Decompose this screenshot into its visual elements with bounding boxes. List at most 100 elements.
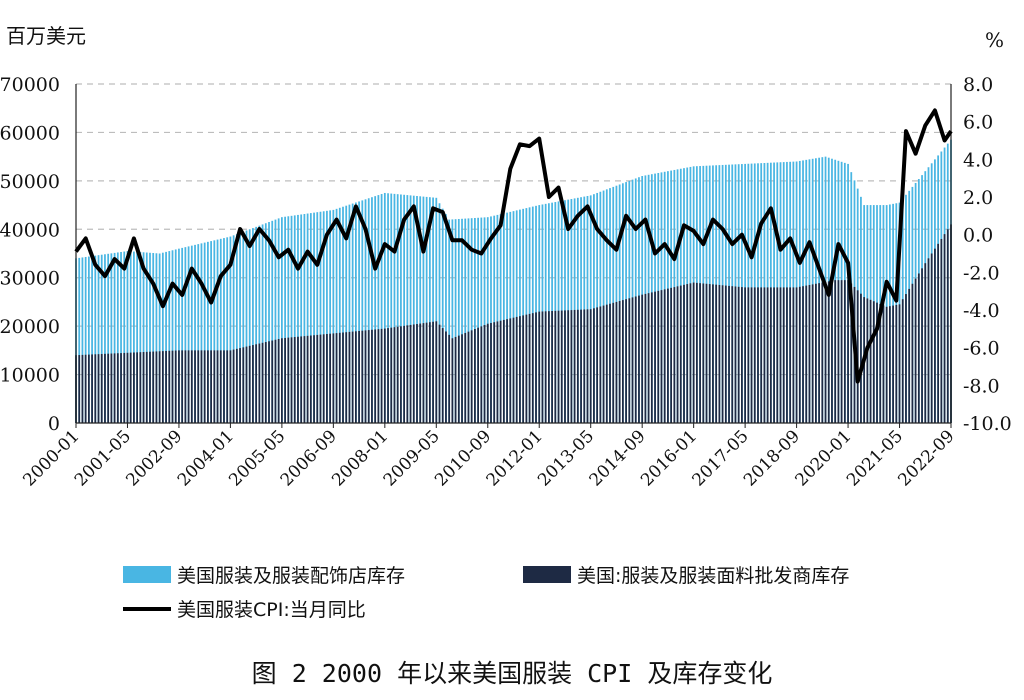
bar-store-inventory: [438, 203, 441, 423]
bar-wholesaler-inventory: [242, 347, 245, 423]
bar-wholesaler-inventory: [911, 283, 914, 423]
right-axis-ticks: -10.0 -8.0 -6.0 -4.0 -2.0 0.0 2.0 4.0 6.0 8.0: [963, 74, 1012, 435]
left-axis-tick-label: 60000: [0, 122, 60, 144]
bar-wholesaler-inventory: [168, 350, 171, 423]
bar-wholesaler-inventory: [303, 336, 306, 423]
bar-wholesaler-inventory: [718, 284, 721, 423]
bar-store-inventory: [200, 243, 203, 423]
x-axis-tick-label: 2005-05: [225, 426, 289, 490]
bar-wholesaler-inventory: [367, 330, 370, 423]
bar-wholesaler-inventory: [892, 305, 894, 423]
bar-wholesaler-inventory: [618, 301, 621, 423]
bar-store-inventory: [342, 206, 344, 423]
bar-store-inventory: [216, 239, 219, 423]
bar-wholesaler-inventory: [277, 339, 280, 423]
right-axis-tick-label: 4.0: [963, 149, 993, 171]
bar-wholesaler-inventory: [641, 294, 644, 423]
bar-wholesaler-inventory: [834, 280, 837, 423]
bar-wholesaler-inventory: [348, 331, 351, 423]
right-axis-tick-label: 0.0: [963, 225, 993, 247]
bar-store-inventory: [345, 205, 348, 423]
bar-wholesaler-inventory: [731, 286, 734, 423]
bar-store-inventory: [158, 253, 161, 423]
bar-wholesaler-inventory: [753, 287, 756, 423]
bar-wholesaler-inventory: [187, 350, 190, 423]
bar-wholesaler-inventory: [525, 314, 528, 423]
bar-store-inventory: [480, 217, 483, 423]
bar-wholesaler-inventory: [213, 350, 216, 423]
bar-wholesaler-inventory: [750, 287, 753, 423]
bar-wholesaler-inventory: [512, 317, 515, 423]
bar-wholesaler-inventory: [686, 284, 689, 423]
bar-wholesaler-inventory: [126, 352, 129, 423]
left-axis-tick-label: 30000: [0, 268, 60, 290]
bar-wholesaler-inventory: [152, 351, 155, 423]
bar-wholesaler-inventory: [493, 322, 496, 423]
x-axis-ticks: 2000-012001-052002-092004-012005-052006-…: [19, 423, 959, 490]
bar-wholesaler-inventory: [815, 283, 817, 423]
bar-store-inventory: [464, 218, 467, 423]
bar-store-inventory: [261, 224, 264, 423]
bar-wholesaler-inventory: [937, 243, 940, 423]
bar-wholesaler-inventory: [519, 316, 521, 423]
bar-wholesaler-inventory: [638, 295, 640, 423]
bar-wholesaler-inventory: [580, 309, 582, 423]
bar-store-inventory: [425, 196, 428, 423]
bar-store-inventory: [364, 199, 367, 423]
bar-wholesaler-inventory: [361, 330, 364, 423]
bar-wholesaler-inventory: [744, 287, 746, 423]
bar-wholesaler-inventory: [470, 330, 473, 423]
bar-wholesaler-inventory: [406, 325, 409, 423]
bar-wholesaler-inventory: [908, 288, 911, 423]
x-axis-tick-label: 2017-05: [689, 426, 753, 490]
bar-wholesaler-inventory: [396, 326, 399, 423]
bar-wholesaler-inventory: [734, 286, 737, 423]
bar-wholesaler-inventory: [496, 321, 499, 423]
bar-wholesaler-inventory: [499, 320, 502, 423]
bar-wholesaler-inventory: [454, 336, 457, 423]
bar-wholesaler-inventory: [548, 311, 550, 423]
right-axis-tick-label: 6.0: [963, 112, 993, 134]
bar-wholesaler-inventory: [757, 287, 759, 423]
bar-wholesaler-inventory: [409, 324, 412, 423]
bar-store-inventory: [412, 195, 415, 423]
bar-wholesaler-inventory: [593, 308, 595, 423]
bar-wholesaler-inventory: [432, 321, 434, 423]
x-axis-tick-label: 2010-09: [431, 426, 495, 490]
bar-wholesaler-inventory: [139, 352, 142, 423]
bar-wholesaler-inventory: [351, 331, 354, 423]
x-axis-tick-label: 2000-01: [19, 426, 83, 490]
bar-wholesaler-inventory: [338, 332, 341, 423]
bar-wholesaler-inventory: [383, 328, 386, 423]
bar-wholesaler-inventory: [428, 322, 431, 423]
series-cpi-yoy: [74, 108, 953, 384]
bar-store-inventory: [171, 250, 174, 423]
bar-wholesaler-inventory: [654, 291, 656, 423]
bar-wholesaler-inventory: [506, 319, 508, 423]
bar-wholesaler-inventory: [811, 284, 814, 423]
bar-store-inventory: [165, 251, 167, 423]
line-cpi-yoy: [74, 108, 953, 384]
axes: [75, 84, 952, 424]
x-axis-tick-label: 2020-01: [792, 426, 856, 490]
x-axis-tick-label: 2008-01: [328, 426, 392, 490]
bar-store-inventory: [319, 211, 322, 423]
x-axis-tick-label: 2022-09: [894, 426, 958, 490]
bar-wholesaler-inventory: [200, 350, 203, 423]
bar-wholesaler-inventory: [374, 329, 377, 423]
bar-store-inventory: [499, 214, 502, 423]
bar-store-inventory: [428, 197, 431, 423]
bar-wholesaler-inventory: [605, 304, 608, 423]
bar-store-inventory: [197, 244, 200, 423]
bar-wholesaler-inventory: [934, 248, 936, 423]
bar-store-inventory: [277, 218, 280, 423]
bar-wholesaler-inventory: [769, 287, 772, 423]
bar-wholesaler-inventory: [927, 258, 930, 423]
bar-wholesaler-inventory: [120, 353, 122, 423]
bar-wholesaler-inventory: [802, 286, 804, 423]
bar-store-inventory: [207, 241, 209, 423]
bar-wholesaler-inventory: [84, 354, 87, 423]
bar-wholesaler-inventory: [557, 310, 560, 423]
bar-wholesaler-inventory: [876, 302, 878, 423]
bar-store-inventory: [129, 251, 132, 423]
